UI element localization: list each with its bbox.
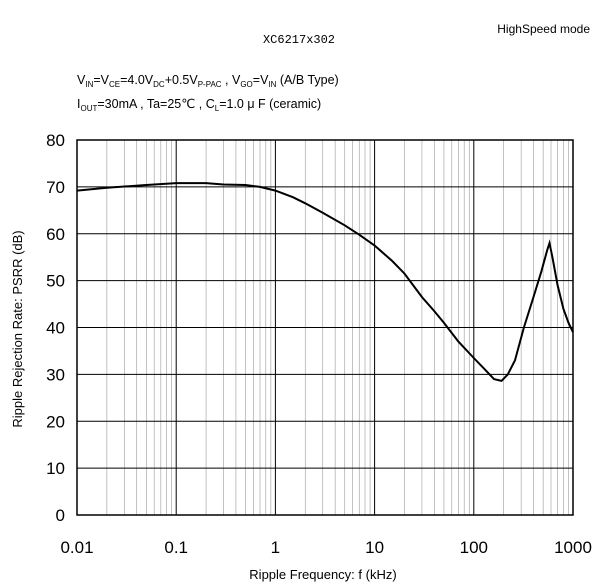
y-tick-label: 70 [46,178,65,197]
conditions-line-1: VIN=VCE=4.0VDC+0.5VP-PAC , VGO=VIN (A/B … [77,73,339,89]
x-tick-label: 0.01 [60,538,93,557]
y-tick-label: 80 [46,131,65,150]
x-axis-label: Ripple Frequency: f (kHz) [249,567,396,582]
y-tick-label: 20 [46,412,65,431]
chart-model-title: XC6217x302 [262,33,335,47]
y-tick-label: 30 [46,365,65,384]
x-tick-label: 1000 [554,538,592,557]
y-tick-label: 60 [46,225,65,244]
conditions-line-2: IOUT=30mA , Ta=25℃ , CL=1.0 μ F (ceramic… [77,97,322,113]
psrr-series-line [76,182,574,383]
x-tick-label: 10 [365,538,384,557]
mode-label: HighSpeed mode [497,22,590,36]
y-axis-label: Ripple Rejection Rate: PSRR (dB) [10,230,25,427]
y-tick-label: 50 [46,272,65,291]
x-tick-label: 100 [460,538,488,557]
x-tick-labels: 0.01 0.1 1 10 100 1000 [60,538,591,557]
major-gridlines [76,139,574,516]
y-tick-label: 40 [46,319,65,338]
y-tick-labels: 0 10 20 30 40 50 60 70 80 [46,131,65,525]
y-tick-label: 0 [56,506,65,525]
y-tick-label: 10 [46,459,65,478]
x-tick-label: 1 [271,538,280,557]
plot-frame [76,139,574,516]
x-tick-label: 0.1 [164,538,188,557]
